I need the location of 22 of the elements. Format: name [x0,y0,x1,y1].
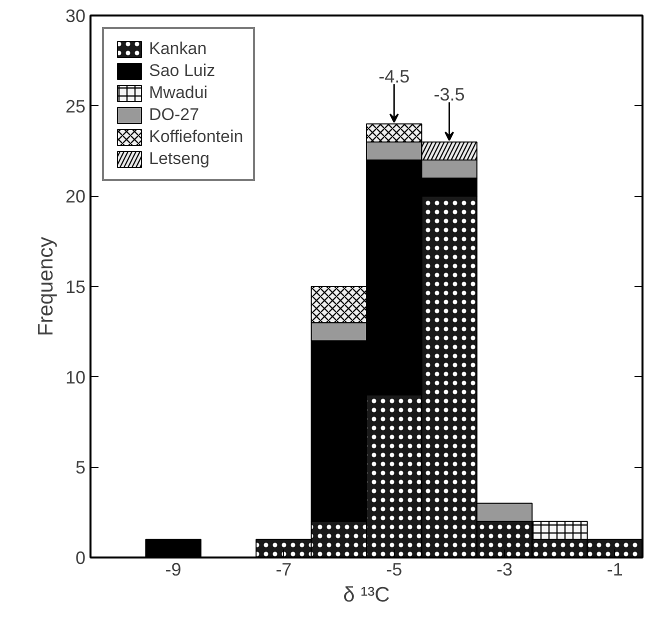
x-tick-label: -9 [165,560,182,580]
y-tick-label: 0 [75,548,86,568]
legend-label: Mwadui [149,83,208,103]
y-axis-title: Frequency [34,236,58,336]
legend-label: DO-27 [149,105,200,125]
legend-label: Koffiefontein [149,127,244,147]
y-tick-label: 5 [75,458,86,478]
annotation: -4.5 [378,66,410,86]
y-tick-label: 10 [65,367,86,388]
annotation: -3.5 [434,84,465,104]
legend-label: Letseng [149,149,210,169]
x-tick-label: -7 [276,560,292,580]
legend-label: Sao Luiz [149,61,216,81]
y-tick-label: 25 [65,96,86,116]
x-tick-label: -3 [496,560,513,580]
y-tick-label: 30 [65,6,86,26]
x-axis-title: δ ¹³C [343,584,390,606]
x-tick-label: -1 [606,560,623,580]
y-tick-label: 20 [65,186,86,207]
y-tick-label: 15 [65,277,86,297]
legend-label: Kankan [149,39,207,59]
x-tick-label: -5 [386,560,402,580]
